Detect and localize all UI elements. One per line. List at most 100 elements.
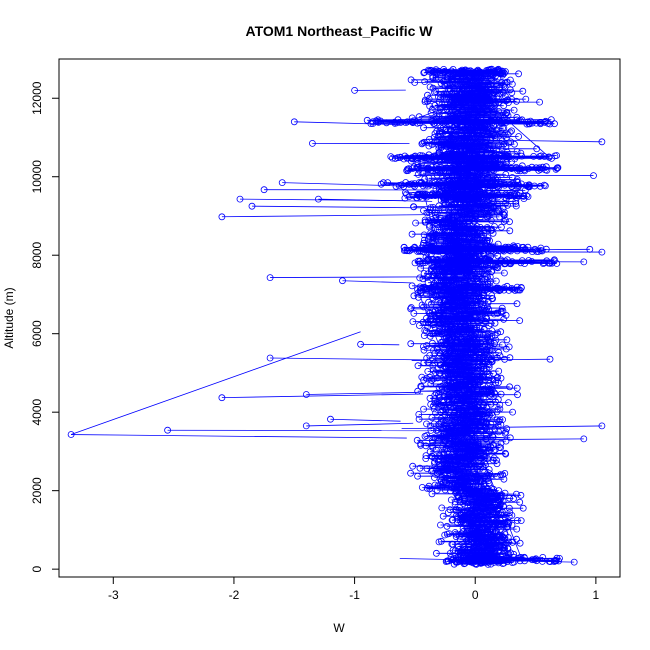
outlier-segment <box>270 276 426 278</box>
data-point <box>447 369 455 377</box>
data-point <box>519 504 527 512</box>
data-point <box>478 389 486 397</box>
data-point <box>455 400 463 408</box>
data-point <box>441 355 449 362</box>
data-point <box>439 218 447 226</box>
data-point <box>440 316 448 324</box>
data-point <box>470 114 478 121</box>
data-point <box>494 374 501 381</box>
data-point <box>477 203 485 211</box>
data-point <box>450 404 458 412</box>
data-point <box>424 270 432 278</box>
data-point <box>479 372 487 380</box>
data-point <box>466 303 474 311</box>
data-point <box>467 212 475 220</box>
y-axis: 0 2000 4000 6000 8000 10000 12000 <box>30 81 59 572</box>
data-point <box>500 211 508 219</box>
data-point <box>503 336 511 344</box>
data-point <box>433 293 441 301</box>
data-point <box>484 389 492 397</box>
data-point <box>445 437 453 445</box>
data-point <box>462 345 470 353</box>
data-point <box>513 384 521 392</box>
data-point <box>477 176 485 184</box>
data-point <box>468 417 475 424</box>
data-point <box>453 365 461 373</box>
data-point <box>502 428 510 436</box>
data-point <box>504 112 512 119</box>
data-point <box>457 394 465 402</box>
data-point <box>463 214 471 221</box>
data-point <box>462 276 469 283</box>
data-point <box>450 303 458 311</box>
data-point <box>446 99 454 107</box>
data-point <box>431 88 438 96</box>
data-point <box>459 212 467 219</box>
data-point <box>435 391 442 399</box>
data-point <box>431 130 439 138</box>
data-point <box>485 322 493 330</box>
data-point <box>488 209 496 217</box>
data-point <box>444 314 452 322</box>
data-point <box>421 68 429 76</box>
data-point <box>460 224 468 232</box>
data-point <box>457 77 464 85</box>
data-point <box>460 138 468 145</box>
x-tick-label: 1 <box>593 588 600 602</box>
x-tick-label: -1 <box>349 588 360 602</box>
data-point <box>505 343 513 351</box>
data-point <box>516 317 524 325</box>
data-point <box>456 175 464 183</box>
data-point <box>506 218 513 226</box>
outlier-segment <box>221 393 424 399</box>
data-point <box>506 128 514 136</box>
data-point <box>484 333 491 341</box>
data-point <box>438 101 446 108</box>
data-point <box>421 216 429 224</box>
data-point <box>443 232 450 240</box>
data-point <box>426 102 434 110</box>
data-point <box>497 471 504 479</box>
data-point <box>425 142 433 150</box>
data-point <box>476 236 484 244</box>
outlier-segment <box>221 214 430 218</box>
data-point <box>474 340 482 348</box>
data-point <box>425 135 433 143</box>
data-point <box>435 113 443 121</box>
data-point <box>461 464 469 472</box>
data-point <box>448 103 456 111</box>
y-tick-label: 0 <box>30 565 44 572</box>
data-point <box>491 398 499 406</box>
data-point <box>491 331 499 339</box>
data-point <box>492 336 500 344</box>
data-point <box>449 84 457 91</box>
data-point <box>471 204 479 212</box>
data-point <box>504 201 511 209</box>
data-point <box>481 424 489 431</box>
data-point <box>441 111 449 119</box>
data-point <box>500 102 508 110</box>
data-point <box>496 416 504 424</box>
data-point <box>414 387 422 395</box>
data-point <box>505 399 512 407</box>
data-point <box>433 115 440 123</box>
data-point <box>435 369 443 377</box>
data-point <box>478 108 486 116</box>
data-point <box>420 346 428 354</box>
data-point <box>444 369 452 377</box>
data-point <box>482 432 490 440</box>
data-point <box>409 318 417 326</box>
data-point <box>475 323 483 331</box>
data-point <box>493 189 501 197</box>
data-point <box>481 350 489 358</box>
data-point <box>481 136 489 144</box>
data-point <box>487 268 495 276</box>
data-point <box>440 306 448 314</box>
data-point <box>464 337 472 345</box>
data-point <box>488 411 496 419</box>
data-point <box>425 217 433 225</box>
data-point <box>494 240 502 248</box>
data-point <box>434 426 442 434</box>
data-point <box>482 345 490 353</box>
data-point <box>460 311 468 319</box>
